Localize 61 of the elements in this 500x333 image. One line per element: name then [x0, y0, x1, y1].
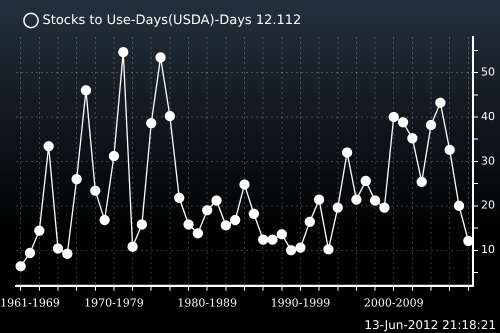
point — [80, 85, 92, 96]
point — [192, 228, 204, 239]
point — [276, 229, 287, 240]
point — [388, 112, 399, 122]
point — [146, 118, 156, 128]
point — [463, 236, 474, 246]
point — [407, 133, 418, 144]
point — [398, 117, 408, 128]
text: 13-Jun-2012 21:18:21 — [364, 318, 496, 332]
point — [16, 261, 26, 272]
point — [155, 52, 166, 63]
point — [295, 242, 306, 253]
y-tick-label: 40 — [481, 110, 496, 123]
point — [342, 147, 352, 158]
point — [136, 219, 148, 230]
x-tick-label: 1961-1969 — [0, 296, 60, 310]
point — [183, 219, 194, 230]
point — [174, 192, 184, 203]
point — [108, 150, 120, 162]
point — [286, 245, 296, 256]
legend-label: Stocks to Use-Days(USDA)-Days 12.112 — [42, 12, 302, 28]
point — [99, 214, 110, 226]
point — [416, 176, 427, 187]
point — [454, 200, 464, 211]
point — [118, 46, 128, 58]
point — [435, 98, 446, 108]
x-tick-label: 1980-1989 — [177, 296, 238, 310]
point — [323, 244, 334, 255]
point — [211, 195, 222, 206]
point — [43, 141, 54, 152]
point — [34, 226, 44, 236]
y-tick-label: 30 — [481, 154, 496, 168]
point — [351, 194, 362, 205]
point — [360, 176, 371, 186]
y-tick-label: 50 — [481, 65, 496, 78]
point — [127, 242, 138, 252]
x-tick-label: 2000-2009 — [364, 296, 424, 310]
point — [239, 179, 250, 190]
x-tick-label: 1970-1979 — [84, 296, 144, 310]
point — [24, 248, 36, 258]
point — [71, 174, 82, 184]
point — [267, 234, 278, 245]
point — [332, 202, 343, 213]
point — [426, 120, 436, 130]
point — [62, 248, 72, 259]
y-tick-label: 20 — [481, 198, 496, 212]
point — [444, 144, 455, 155]
point — [90, 186, 100, 196]
y-tick-label: 10 — [481, 243, 496, 256]
point — [379, 202, 390, 213]
x-tick-label: 1990-1999 — [270, 296, 330, 310]
point — [304, 216, 315, 227]
point — [220, 220, 231, 231]
point — [52, 243, 64, 254]
point — [164, 110, 176, 122]
point — [258, 234, 268, 245]
point — [248, 208, 259, 219]
point — [314, 194, 324, 205]
point — [230, 214, 240, 226]
point — [370, 195, 380, 206]
point — [202, 205, 212, 216]
